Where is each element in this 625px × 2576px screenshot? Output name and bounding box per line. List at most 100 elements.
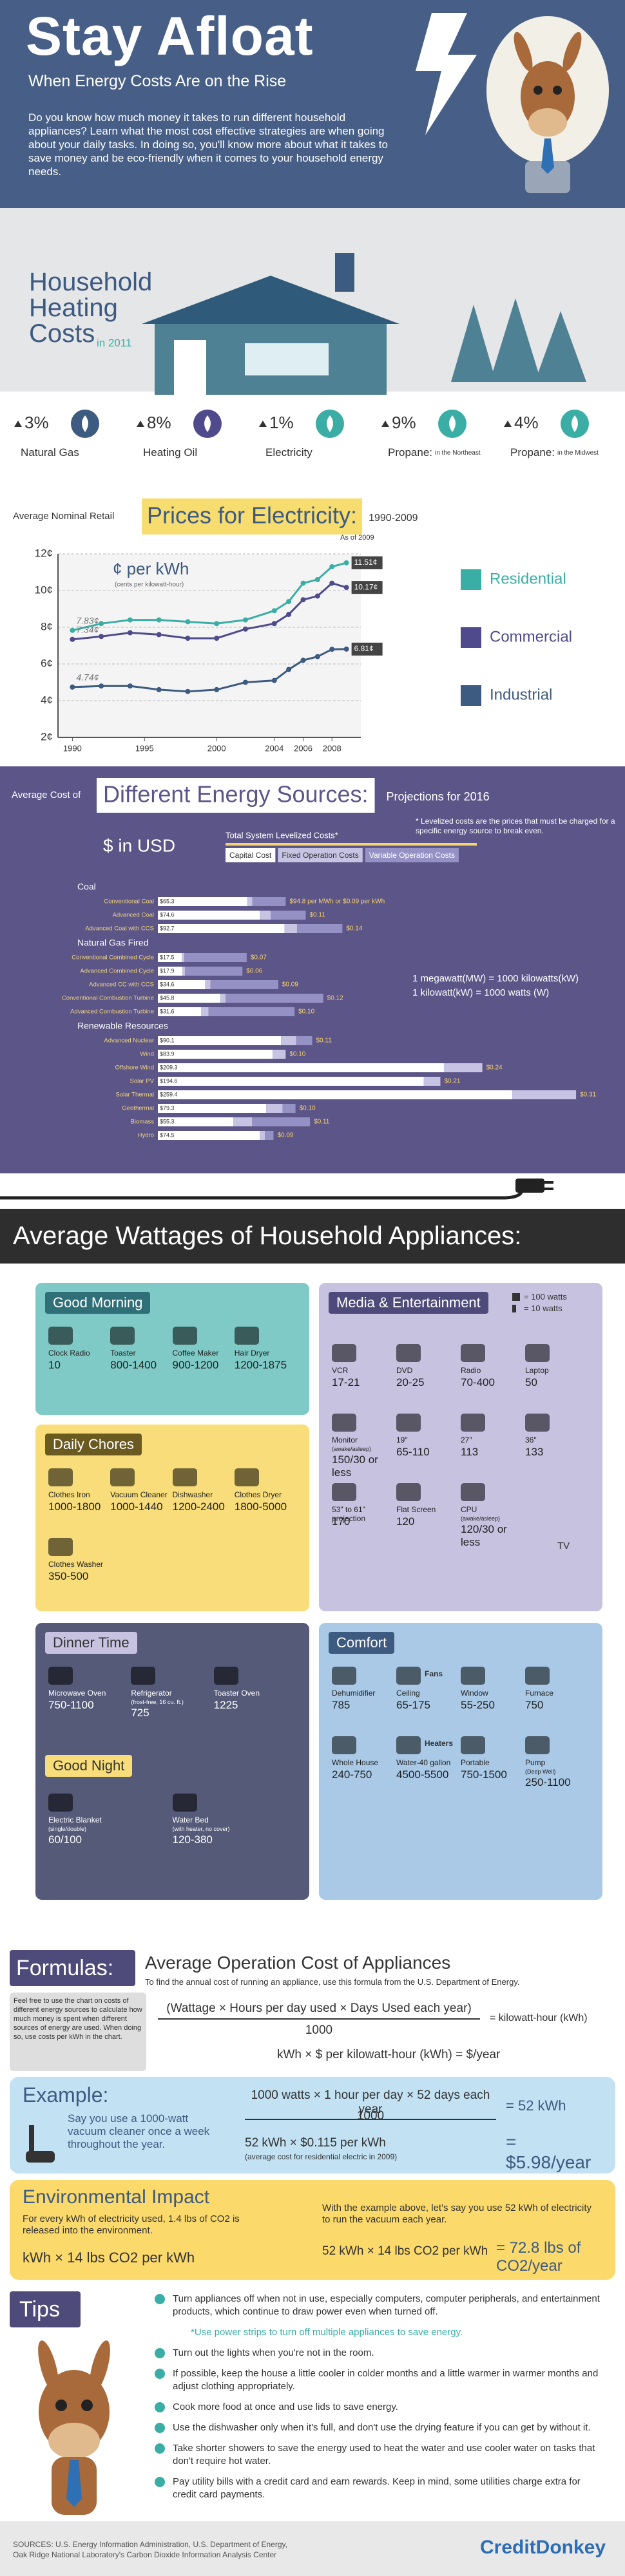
conversion-note: 1 megawatt(MW) = 1000 kilowatts(kW) — [412, 973, 579, 984]
appliance-watts: 113 — [461, 1446, 479, 1458]
appliance-name: Water-40 gallon — [396, 1758, 451, 1767]
appliance-name: Whole House — [332, 1758, 379, 1767]
bar-segment — [158, 953, 182, 962]
value-label: $45.8 — [160, 994, 175, 1001]
total-label: $0.31 — [580, 1092, 596, 1099]
appliance-icon — [48, 1794, 73, 1812]
appliance-watts: 150/30 or less — [332, 1454, 378, 1479]
bar-segment — [158, 994, 221, 1003]
legend-swatch — [278, 848, 363, 862]
bar-segment — [158, 1036, 282, 1045]
value-label: $65.3 — [160, 898, 175, 904]
total-label: $0.11 — [310, 912, 326, 919]
main-title: Stay Afloat — [26, 6, 314, 66]
heating-label: Heating Oil — [143, 446, 198, 459]
appliance-name: Toaster Oven — [213, 1689, 260, 1698]
y-tick-label: 6¢ — [41, 657, 53, 669]
heating-note: in the Northeast — [435, 450, 481, 457]
category-label: Solar Thermal — [116, 1092, 155, 1099]
point — [300, 580, 306, 586]
environment-text: For every kWh of electricity used, 1.4 l… — [23, 2213, 240, 2236]
plug-prong — [544, 1181, 553, 1184]
group-label: Heaters — [425, 1739, 454, 1748]
category-label: Wind — [140, 1051, 154, 1058]
point — [185, 619, 191, 625]
bar-segment — [265, 1131, 274, 1140]
appliance-icon — [48, 1538, 73, 1556]
appliances-section: Average Wattages of Household Appliances… — [0, 1173, 625, 1938]
legend-label: Industrial — [490, 686, 552, 703]
y-tick-label: 2¢ — [41, 730, 53, 743]
brand[interactable]: CreditDonkey — [480, 2537, 606, 2558]
category-label: Advanced Combined Cycle — [80, 968, 154, 975]
bar-segment — [220, 994, 226, 1003]
appliance-watts: 65-110 — [396, 1446, 430, 1458]
appliance-icon — [234, 1468, 259, 1486]
point — [70, 636, 75, 642]
appliance-icon — [172, 1327, 197, 1345]
appliance-name: Dehumidifier — [332, 1689, 376, 1698]
title-highlight — [97, 778, 375, 813]
legend-icon — [461, 685, 481, 706]
total-label: $0.10 — [300, 1105, 316, 1112]
appliance-watts: 20-25 — [396, 1376, 425, 1388]
donkey-muzzle — [48, 2423, 100, 2459]
appliance-icon — [110, 1468, 135, 1486]
tip: Turn appliances off when not in use, esp… — [155, 2293, 606, 2318]
appliance-name: Laptop — [525, 1366, 549, 1375]
appliance-watts: 900-1200 — [172, 1359, 219, 1371]
point — [70, 627, 75, 633]
total-legend: Total System Levelized Costs* — [226, 830, 338, 840]
bar-segment — [185, 967, 243, 976]
total-label: $0.24 — [486, 1065, 503, 1072]
category-label: Hydro — [138, 1132, 154, 1139]
y-axis-sublabel: (cents per kilowatt-hour) — [115, 582, 184, 589]
heating-title: Household Heating Costs — [29, 268, 153, 348]
appliance-icon — [172, 1794, 197, 1812]
door — [174, 340, 206, 395]
category-label: Conventional Combustion Turbine — [62, 995, 154, 1002]
appliance-name: Clothes Washer — [48, 1560, 103, 1569]
appliance-watts: 800-1400 — [110, 1359, 157, 1371]
tip: Pay utility bills with a credit card and… — [155, 2476, 606, 2501]
plug — [515, 1179, 544, 1193]
value-label: 4.74¢ — [76, 672, 99, 683]
example-numerator: 1000 watts × 1 hour per day × 52 days ea… — [245, 2088, 496, 2120]
point — [127, 630, 133, 636]
appliances-title: Average Wattages of Household Appliances… — [13, 1222, 522, 1250]
house-scene — [0, 208, 625, 401]
roof — [142, 276, 399, 324]
environment-title: Environmental Impact — [23, 2186, 210, 2208]
value-label: $17.5 — [160, 954, 175, 960]
value-label: $74.6 — [160, 911, 175, 918]
chart-title: Prices for Electricity: — [147, 502, 357, 529]
example-box — [10, 2077, 615, 2174]
appliance-name: 19" — [396, 1435, 408, 1444]
tip: Take shorter showers to save the energy … — [155, 2442, 606, 2468]
point — [99, 634, 104, 639]
value-label: $83.9 — [160, 1050, 175, 1057]
formulas-box — [10, 1950, 135, 1986]
total-label: $0.07 — [251, 954, 267, 961]
x-tick-label: 2004 — [265, 743, 284, 753]
category-label: Geothermal — [122, 1105, 154, 1112]
heating-label: Propane: — [388, 446, 432, 459]
bar-segment — [260, 1131, 265, 1140]
donkey-ear — [562, 32, 582, 71]
y-axis-label: ¢ per kWh — [113, 559, 189, 578]
point — [343, 560, 349, 565]
appliance-name: CPU — [461, 1505, 477, 1514]
category-label: Advanced CC with CCS — [89, 981, 154, 989]
appliance-icon — [332, 1414, 356, 1432]
bullet — [155, 2402, 165, 2412]
point — [156, 617, 162, 623]
point — [343, 585, 349, 591]
appliance-watts: 750-1500 — [461, 1768, 507, 1781]
bar-segment — [252, 897, 286, 906]
legend-label: Capital Cost — [229, 851, 272, 860]
bullet — [155, 2423, 165, 2433]
point — [271, 677, 277, 683]
panel-title: Daily Chores — [45, 1434, 142, 1455]
x-tick-label: 2006 — [294, 743, 312, 753]
source-line: Oak Ridge National Laboratory's Carbon D… — [13, 2550, 277, 2559]
